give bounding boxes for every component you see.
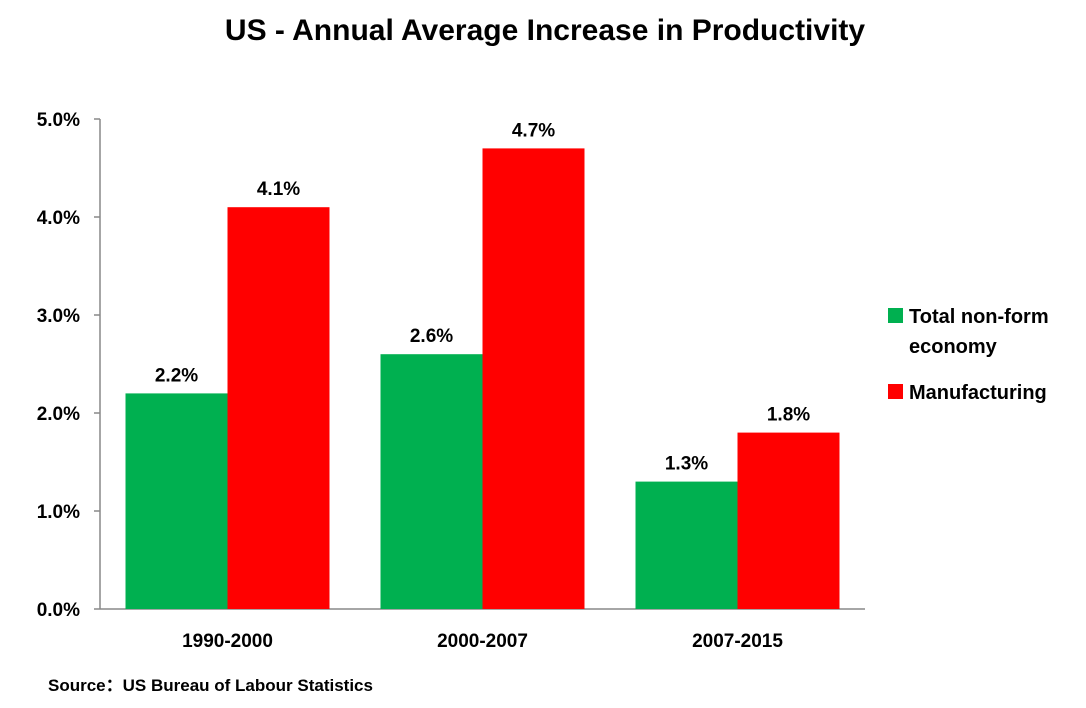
source-note: Source：US Bureau of Labour Statistics — [48, 676, 373, 695]
bars — [125, 148, 840, 609]
y-tick-label: 2.0% — [37, 404, 80, 425]
legend-swatch — [888, 308, 903, 323]
data-label: 4.7% — [512, 120, 555, 141]
legend-swatch — [888, 384, 903, 399]
chart-title: US - Annual Average Increase in Producti… — [225, 14, 865, 47]
x-tick-label: 2000-2007 — [437, 631, 528, 652]
y-tick-label: 4.0% — [37, 208, 80, 229]
x-tick-label: 1990-2000 — [182, 631, 273, 652]
bar — [125, 393, 228, 609]
data-label: 1.3% — [665, 454, 708, 475]
y-tick-label: 3.0% — [37, 306, 80, 327]
legend-label: Manufacturing — [909, 382, 1047, 404]
bar — [482, 148, 585, 609]
x-axis-labels: 1990-2000 2000-2007 2007-2015 — [182, 631, 783, 652]
y-tick-label: 1.0% — [37, 502, 80, 523]
data-label: 4.1% — [257, 179, 300, 200]
y-tick-label: 0.0% — [37, 600, 80, 621]
data-label: 2.6% — [410, 326, 453, 347]
data-label: 2.2% — [155, 365, 198, 386]
x-tick-label: 2007-2015 — [692, 631, 783, 652]
data-labels: 2.2% 4.1% 2.6% 4.7% 1.3% 1.8% — [155, 120, 810, 474]
legend: Total non-form economy Manufacturing — [888, 306, 1049, 404]
bar — [380, 354, 483, 609]
data-label: 1.8% — [767, 405, 810, 426]
y-tick-label: 5.0% — [37, 110, 80, 131]
bar — [227, 207, 330, 609]
y-axis-ticks: 0.0% 1.0% 2.0% 3.0% 4.0% 5.0% — [37, 110, 100, 621]
bar — [635, 481, 738, 609]
legend-label: Total non-form economy — [909, 306, 1049, 358]
bar — [737, 432, 840, 609]
